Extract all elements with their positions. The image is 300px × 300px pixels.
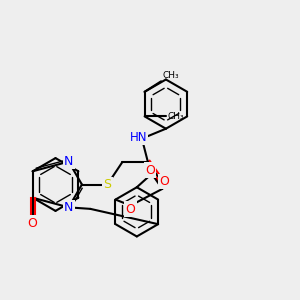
Text: CH₃: CH₃	[163, 71, 179, 80]
Text: HN: HN	[130, 130, 147, 144]
Text: N: N	[64, 155, 74, 168]
Text: O: O	[27, 217, 37, 230]
Text: O: O	[126, 203, 135, 216]
Text: CH₃: CH₃	[167, 112, 184, 121]
Text: O: O	[146, 164, 155, 177]
Text: O: O	[160, 175, 169, 188]
Text: S: S	[103, 178, 111, 191]
Text: N: N	[64, 201, 74, 214]
